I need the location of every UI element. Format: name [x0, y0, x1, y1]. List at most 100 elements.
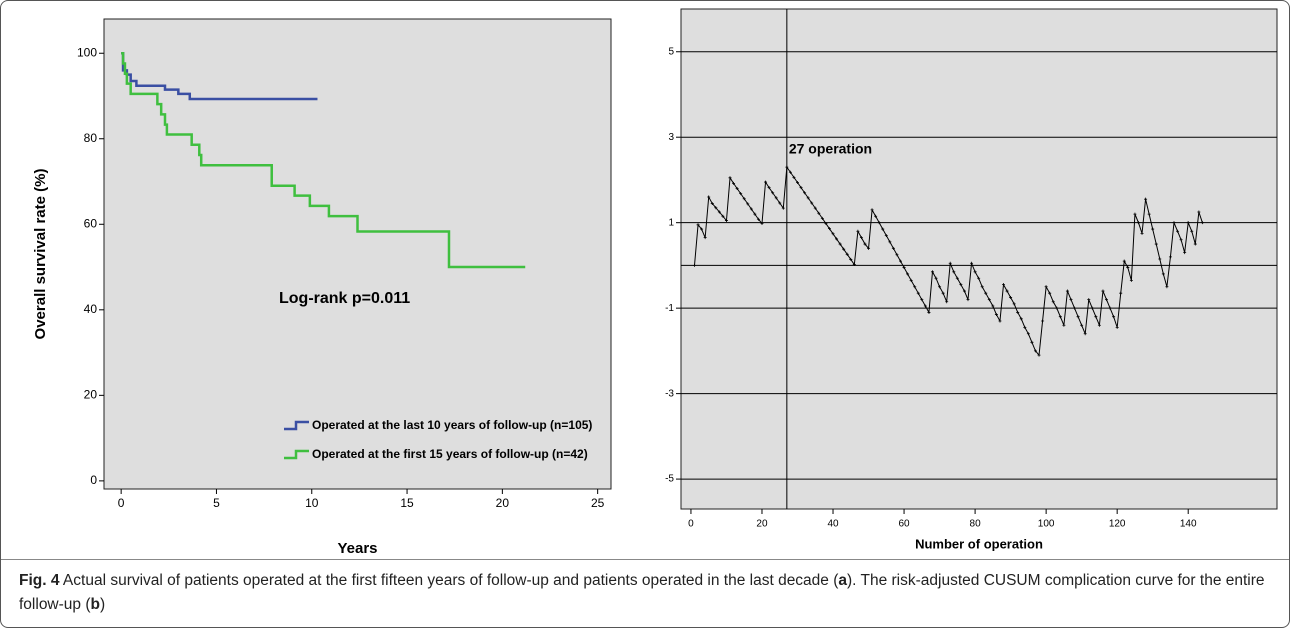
point-marker [1108, 306, 1112, 310]
point-marker [696, 223, 700, 227]
point-marker [1002, 283, 1006, 287]
point-marker [916, 291, 920, 295]
point-marker [749, 207, 753, 211]
legend-label: Operated at the first 15 years of follow… [312, 447, 588, 461]
point-marker [1073, 306, 1077, 310]
point-marker [1016, 310, 1020, 314]
point-marker [1094, 315, 1098, 319]
point-marker [735, 186, 739, 190]
plot-area [680, 8, 1278, 510]
point-marker [1165, 285, 1169, 289]
point-marker [962, 289, 966, 293]
point-marker [1033, 349, 1037, 353]
x-tick-label: 0 [688, 519, 694, 530]
point-marker [927, 310, 931, 314]
point-marker [1179, 238, 1183, 242]
point-marker [1044, 285, 1048, 289]
point-marker [973, 270, 977, 274]
point-marker [941, 291, 945, 295]
point-marker [849, 257, 853, 261]
point-marker [717, 210, 721, 214]
point-marker [1048, 291, 1052, 295]
point-marker [1041, 319, 1045, 323]
legend-label: Operated at the last 10 years of follow-… [312, 418, 593, 432]
point-marker [1144, 197, 1148, 201]
point-marker [859, 236, 863, 240]
point-marker [728, 176, 732, 180]
point-marker [1051, 300, 1055, 304]
point-marker [1193, 242, 1197, 246]
point-marker [803, 191, 807, 195]
caption-text: a [838, 572, 848, 589]
x-tick-label: 100 [1038, 519, 1055, 530]
point-marker [945, 300, 949, 304]
point-marker [703, 236, 707, 240]
point-marker [796, 181, 800, 185]
caption-text: ) [99, 596, 106, 613]
point-marker [1119, 291, 1123, 295]
point-marker [952, 270, 956, 274]
point-marker [1154, 242, 1158, 246]
point-marker [692, 263, 696, 267]
point-marker [827, 227, 831, 231]
point-marker [835, 237, 839, 241]
point-marker [977, 276, 981, 280]
point-marker [771, 191, 775, 195]
point-marker [1030, 340, 1034, 344]
point-marker [991, 304, 995, 308]
point-marker [1140, 231, 1144, 235]
point-marker [1026, 332, 1030, 336]
point-marker [884, 233, 888, 237]
survival-curve [121, 51, 526, 269]
caption: Fig. 4 Actual survival of patients opera… [19, 569, 1274, 617]
point-marker [994, 313, 998, 317]
x-tick-label: 15 [400, 496, 414, 510]
point-marker [1172, 221, 1176, 225]
x-tick-label: 25 [591, 496, 605, 510]
point-marker [788, 170, 792, 174]
point-marker [1126, 266, 1130, 270]
point-marker [920, 298, 924, 302]
y-tick-label: -3 [665, 388, 674, 399]
point-marker [774, 196, 778, 200]
point-marker [899, 259, 903, 263]
y-tick-label: 5 [668, 46, 674, 57]
y-tick-label: -1 [665, 303, 674, 314]
point-marker [1037, 353, 1041, 357]
point-marker [842, 247, 846, 251]
y-tick-label: 0 [90, 473, 97, 487]
point-marker [867, 246, 871, 250]
point-marker [870, 208, 874, 212]
point-marker [1122, 259, 1126, 263]
point-marker [1101, 289, 1105, 293]
legend-swatch [284, 449, 309, 460]
point-marker [831, 232, 835, 236]
point-marker [948, 261, 952, 265]
point-marker [959, 283, 963, 287]
point-marker [820, 216, 824, 220]
point-marker [1129, 278, 1133, 282]
y-tick-label: 1 [668, 217, 674, 228]
x-tick-label: 20 [496, 496, 510, 510]
point-marker [1147, 212, 1151, 216]
point-marker [1176, 229, 1180, 233]
point-marker [1183, 251, 1187, 255]
point-marker [998, 319, 1002, 323]
caption-text: Actual survival of patients operated at … [59, 572, 839, 589]
point-marker [792, 175, 796, 179]
x-tick-label: 120 [1109, 519, 1126, 530]
point-marker [1019, 317, 1023, 321]
x-tick-label: 140 [1180, 519, 1197, 530]
point-marker [966, 298, 970, 302]
point-marker [891, 246, 895, 250]
point-marker [714, 206, 718, 210]
y-tick-label: 80 [84, 131, 98, 145]
point-marker [1055, 306, 1059, 310]
point-marker [1065, 289, 1069, 293]
point-marker [785, 165, 789, 169]
point-marker [895, 253, 899, 257]
point-marker [1158, 257, 1162, 261]
point-marker [778, 201, 782, 205]
point-marker [781, 206, 785, 210]
point-marker [1080, 323, 1084, 327]
